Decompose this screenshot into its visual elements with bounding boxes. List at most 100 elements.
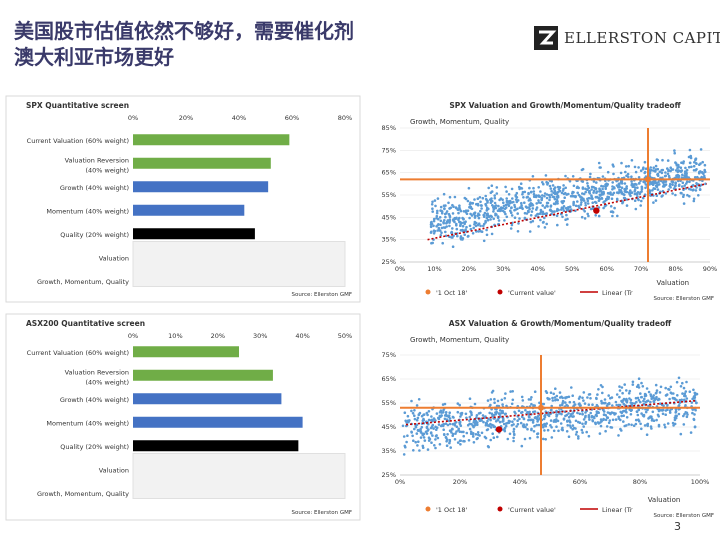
- scatter-point: [635, 183, 638, 186]
- scatter-point: [511, 197, 514, 200]
- scatter-point: [425, 425, 429, 429]
- scatter-point: [677, 163, 680, 167]
- bar-0-4: [133, 228, 255, 240]
- scatter-point: [536, 435, 539, 439]
- scatter-title-3: ASX Valuation & Growth/Momentum/Quality …: [449, 319, 672, 328]
- scatter-point: [630, 423, 633, 427]
- scatter-point: [682, 386, 686, 390]
- scatter-point: [442, 192, 446, 196]
- scatter-point: [532, 430, 536, 433]
- scatter-point: [480, 204, 483, 207]
- scatter-point: [579, 195, 582, 199]
- scatter-point: [503, 219, 506, 222]
- scatter-point: [584, 415, 587, 419]
- scatter-point: [548, 184, 552, 188]
- scatter-point: [442, 433, 446, 436]
- scatter-point: [596, 393, 599, 396]
- scatter-point: [413, 414, 416, 418]
- scatter-point: [537, 423, 541, 427]
- scatter-point: [511, 390, 514, 393]
- scatter-point: [673, 151, 676, 155]
- scatter-point: [514, 194, 517, 197]
- scatter-point: [688, 180, 691, 184]
- scatter-point: [484, 204, 488, 207]
- scatter-point: [496, 435, 499, 439]
- scatter-point: [489, 218, 492, 221]
- bar-0-2: [133, 181, 269, 193]
- scatter-point: [555, 394, 559, 398]
- scatter-point: [674, 161, 677, 164]
- scatter-point: [530, 402, 533, 406]
- scatter-point: [598, 432, 602, 435]
- scatter-point: [673, 422, 677, 426]
- scatter-point: [551, 195, 555, 199]
- scatter-point: [679, 385, 683, 388]
- scatter-point: [468, 203, 472, 206]
- bar-2-2: [133, 393, 282, 405]
- scatter-point: [433, 444, 436, 447]
- scatter-xtick-1-2: 20%: [462, 265, 476, 273]
- legend-current-label-3: 'Current value': [508, 506, 556, 514]
- scatter-point: [564, 174, 567, 178]
- scatter-point: [531, 175, 535, 178]
- scatter-point: [451, 432, 455, 436]
- scatter-point: [496, 418, 500, 421]
- scatter-point: [489, 438, 493, 442]
- scatter-point: [459, 415, 462, 418]
- scatter-point: [663, 184, 667, 187]
- legend-current-marker-3: [497, 506, 503, 512]
- scatter-point: [452, 416, 455, 419]
- scatter-point: [633, 199, 637, 202]
- scatter-point: [659, 385, 663, 389]
- scatter-point: [470, 207, 474, 211]
- scatter-point: [695, 162, 698, 165]
- scatter-point: [473, 198, 476, 201]
- scatter-point: [455, 206, 458, 210]
- scatter-point: [677, 184, 681, 187]
- scatter-xlabel-1: Valuation: [656, 279, 689, 287]
- scatter-point: [543, 192, 547, 195]
- scatter-point: [438, 216, 442, 219]
- scatter-point: [668, 409, 672, 412]
- scatter-point: [664, 171, 667, 174]
- scatter-point: [424, 430, 428, 434]
- scatter-point: [597, 199, 601, 202]
- scatter-point: [520, 415, 524, 419]
- scatter-point: [569, 194, 573, 198]
- scatter-point: [584, 204, 587, 207]
- scatter-point: [635, 400, 638, 404]
- scatter-point: [472, 435, 475, 438]
- scatter-point: [568, 400, 572, 404]
- scatter-point: [674, 416, 678, 420]
- scatter-point: [680, 185, 684, 188]
- scatter-ylabel-1: Growth, Momentum, Quality: [410, 118, 509, 126]
- scatter-point: [650, 182, 654, 185]
- scatter-point: [450, 431, 453, 434]
- scatter-point: [555, 409, 558, 413]
- bar-tick-label-0-0: 0%: [128, 114, 138, 122]
- bar-2-4: [133, 440, 299, 452]
- scatter-point: [501, 410, 504, 413]
- bar-tick-label-2-2: 20%: [211, 332, 225, 340]
- scatter-xtick-1-7: 70%: [634, 265, 648, 273]
- scatter-point: [427, 418, 431, 422]
- scatter-point: [623, 196, 627, 200]
- scatter-point: [630, 175, 633, 178]
- scatter-point: [487, 186, 491, 190]
- scatter-point: [669, 182, 672, 186]
- scatter-point: [556, 419, 560, 423]
- scatter-point: [479, 229, 482, 233]
- scatter-point: [492, 436, 496, 440]
- scatter-xtick-1-8: 80%: [668, 265, 682, 273]
- scatter-point: [652, 201, 655, 204]
- scatter-point: [524, 408, 527, 412]
- scatter-point: [438, 229, 442, 232]
- scatter-point: [524, 205, 528, 208]
- scatter-point: [512, 432, 516, 436]
- scatter-point: [640, 190, 643, 193]
- scatter-point: [671, 183, 674, 187]
- scatter-point: [664, 413, 667, 417]
- scatter-point: [654, 383, 658, 387]
- scatter-point: [628, 397, 631, 400]
- scatter-point: [472, 226, 476, 230]
